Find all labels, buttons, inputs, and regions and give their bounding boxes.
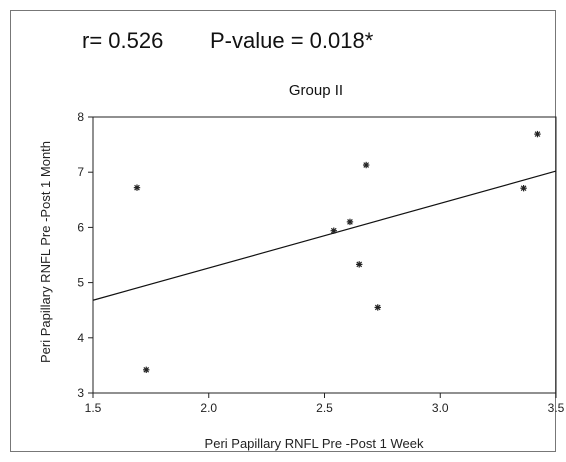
y-tick-label: 5 bbox=[77, 276, 84, 290]
x-tick-label: 1.5 bbox=[85, 401, 102, 415]
y-tick-label: 7 bbox=[77, 165, 84, 179]
regression-line bbox=[92, 170, 557, 301]
x-tick-label: 2.0 bbox=[200, 401, 217, 415]
y-tick-label: 4 bbox=[77, 331, 84, 345]
data-point-5 bbox=[356, 261, 363, 268]
data-point-7 bbox=[374, 304, 381, 311]
x-tick-label: 3.5 bbox=[548, 401, 565, 415]
y-tick-label: 3 bbox=[77, 386, 84, 400]
correlation-coefficient: r= 0.526 bbox=[82, 28, 164, 53]
data-point-8 bbox=[520, 185, 527, 192]
data-point-9 bbox=[534, 130, 541, 138]
data-point-1 bbox=[133, 184, 141, 191]
x-axis-label: Peri Papillary RNFL Pre -Post 1 Week bbox=[205, 436, 424, 451]
p-value: P-value = 0.018* bbox=[210, 28, 374, 53]
y-axis-label: Peri Papillary RNFL Pre -Post 1 Month bbox=[38, 141, 53, 363]
y-tick-label: 6 bbox=[77, 220, 84, 234]
y-tick-label: 8 bbox=[77, 110, 84, 124]
x-tick-label: 2.5 bbox=[316, 401, 333, 415]
data-point-3 bbox=[330, 227, 337, 234]
data-point-2 bbox=[143, 366, 150, 374]
chart-title: Group II bbox=[289, 82, 343, 99]
plot-area bbox=[92, 116, 557, 394]
x-tick-label: 3.0 bbox=[432, 401, 449, 415]
data-point-6 bbox=[362, 161, 370, 169]
data-point-4 bbox=[346, 218, 354, 226]
